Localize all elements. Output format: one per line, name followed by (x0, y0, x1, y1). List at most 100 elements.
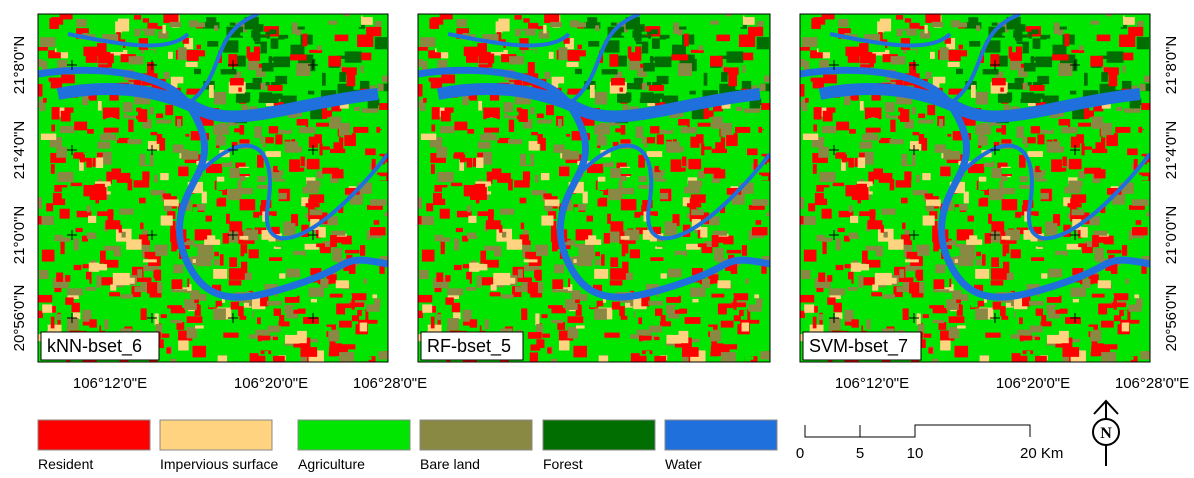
land-patch (245, 83, 261, 90)
land-patch (989, 230, 1003, 243)
land-patch (800, 215, 804, 225)
land-patch (344, 135, 356, 147)
land-patch (279, 314, 285, 324)
land-patch (466, 156, 473, 168)
land-patch (655, 102, 666, 108)
land-patch (273, 178, 286, 182)
land-patch (812, 164, 817, 174)
land-patch (89, 187, 107, 200)
land-patch (658, 161, 664, 171)
land-patch (51, 107, 60, 120)
land-patch (214, 320, 224, 333)
land-patch (156, 119, 172, 124)
land-patch (491, 49, 508, 56)
land-patch (264, 351, 269, 357)
land-patch (688, 180, 703, 187)
land-patch (922, 314, 929, 319)
land-patch (303, 317, 319, 324)
land-patch (430, 164, 435, 174)
land-patch (46, 81, 51, 90)
land-patch (89, 319, 97, 328)
land-patch (723, 235, 734, 245)
land-patch (144, 251, 156, 259)
land-patch (752, 238, 769, 250)
land-patch (720, 122, 732, 136)
land-patch (646, 151, 663, 158)
panel-label: kNN-bset_6 (47, 336, 142, 357)
land-patch (320, 146, 330, 150)
land-patch (54, 287, 62, 293)
land-patch (547, 347, 552, 354)
land-patch (571, 131, 586, 141)
land-patch (52, 277, 69, 289)
land-patch (154, 175, 164, 180)
land-patch (1119, 182, 1134, 194)
land-patch (260, 82, 266, 90)
land-patch (143, 264, 160, 272)
land-patch (434, 184, 448, 192)
land-patch (208, 296, 216, 308)
land-patch (725, 14, 732, 17)
land-patch (970, 296, 978, 308)
land-patch (1091, 148, 1108, 154)
land-patch (1105, 14, 1112, 17)
land-patch (220, 69, 237, 75)
land-patch (169, 358, 177, 362)
land-patch (463, 152, 478, 158)
land-patch (277, 161, 283, 171)
land-patch (567, 316, 584, 323)
land-patch (268, 126, 279, 134)
land-patch (818, 314, 823, 321)
land-patch (536, 323, 544, 334)
land-patch (763, 75, 770, 83)
land-patch (1028, 93, 1041, 104)
land-patch (180, 240, 195, 246)
land-patch (98, 53, 114, 64)
land-patch (319, 143, 323, 156)
land-patch (344, 187, 360, 195)
land-patch (765, 208, 769, 213)
land-patch (328, 20, 338, 25)
land-patch (50, 164, 55, 174)
land-patch (142, 171, 150, 181)
land-patch (73, 153, 83, 159)
land-patch (204, 239, 221, 245)
land-patch (1000, 306, 1006, 317)
land-patch (816, 234, 825, 242)
land-patch (322, 241, 335, 248)
land-patch (575, 273, 590, 280)
land-patch (800, 294, 815, 303)
land-patch (756, 116, 770, 130)
land-patch (1135, 220, 1144, 225)
land-patch (717, 335, 730, 344)
land-patch (566, 61, 579, 68)
land-patch (516, 326, 527, 330)
land-patch (674, 309, 682, 314)
land-patch (318, 227, 326, 238)
land-patch (835, 238, 841, 251)
land-patch (979, 355, 990, 362)
land-patch (384, 162, 388, 174)
land-patch (229, 77, 244, 86)
land-patch (944, 37, 951, 44)
land-patch (517, 277, 533, 283)
land-patch (1096, 233, 1105, 243)
land-patch (925, 14, 941, 24)
land-patch (379, 83, 388, 92)
land-patch (905, 264, 922, 272)
land-patch (865, 245, 882, 251)
land-patch (898, 277, 914, 283)
land-patch (1042, 285, 1060, 298)
land-patch (973, 284, 984, 292)
latitude-label: 21°0'0"N (11, 206, 28, 264)
land-patch (821, 208, 832, 219)
land-patch (1006, 92, 1013, 101)
land-patch (808, 81, 813, 90)
land-patch (1024, 144, 1029, 148)
land-patch (269, 257, 283, 261)
land-patch (755, 220, 764, 225)
land-patch (726, 18, 743, 28)
latitude-label: 21°8'0"N (1163, 36, 1180, 94)
land-patch (801, 269, 811, 280)
land-patch (987, 244, 1005, 251)
